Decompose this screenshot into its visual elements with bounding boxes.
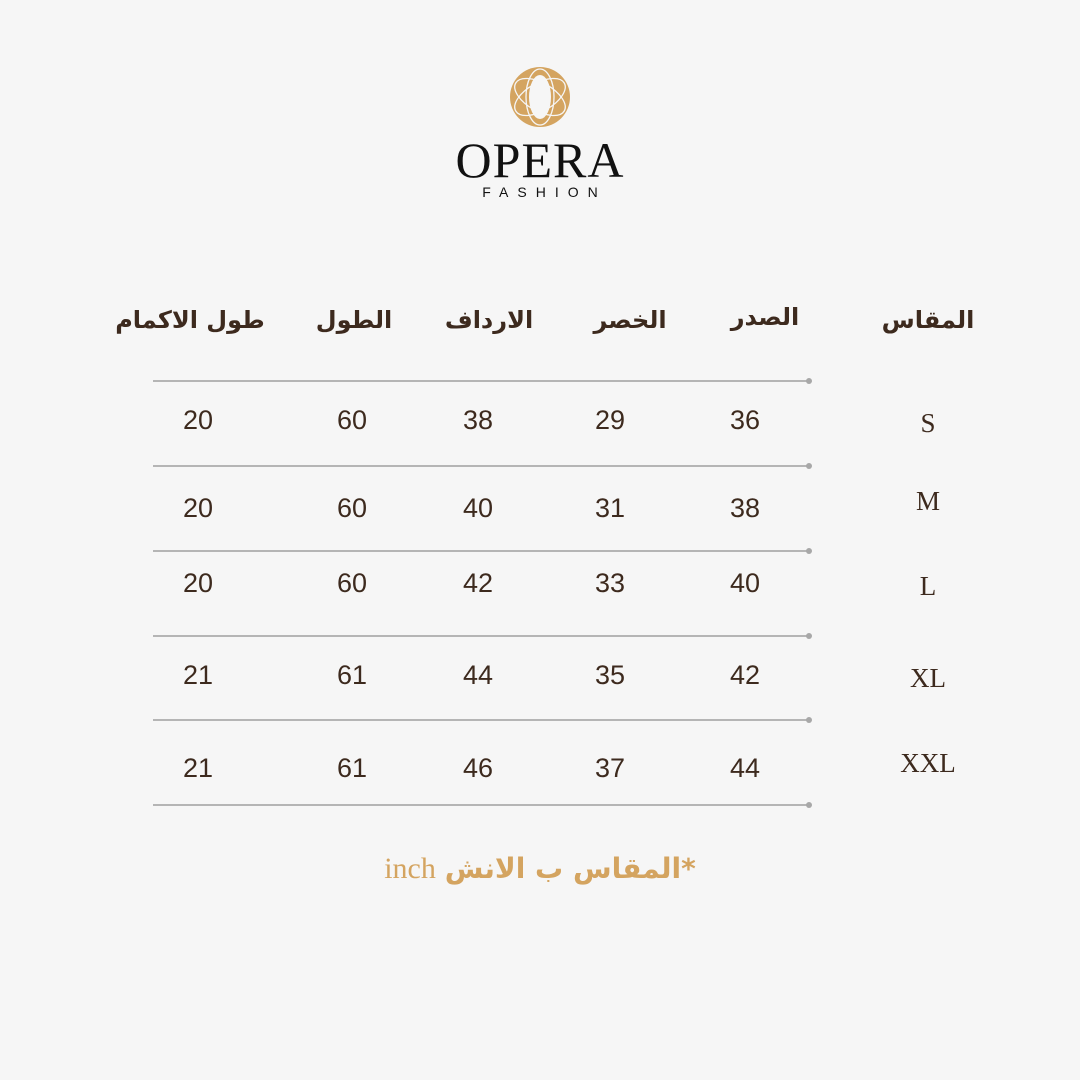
cell-size: XL: [910, 663, 946, 693]
row-divider: [153, 378, 812, 384]
row-divider: [153, 548, 812, 554]
unit-note-arabic: *المقاس ب الانش: [444, 852, 696, 885]
cell-size: M: [915, 486, 940, 516]
header-hips: الارداف: [444, 306, 534, 334]
cell-hips: 38: [462, 405, 494, 435]
cell-sleeve: 20: [182, 405, 214, 435]
cell-hips: 44: [462, 660, 494, 690]
cell-length: 60: [336, 405, 368, 435]
cell-sleeve: 21: [182, 660, 214, 690]
logo-icon: [510, 67, 570, 127]
cell-sleeve: 20: [182, 493, 214, 523]
cell-length: 61: [336, 753, 368, 783]
cell-waist: 29: [594, 405, 626, 435]
cell-length: 60: [336, 493, 368, 523]
cell-chest: 44: [729, 753, 761, 783]
cell-chest: 38: [729, 493, 761, 523]
cell-waist: 31: [594, 493, 626, 523]
cell-waist: 35: [594, 660, 626, 690]
cell-length: 60: [336, 568, 368, 598]
brand-tagline: FASHION: [482, 184, 607, 200]
cell-chest: 42: [729, 660, 761, 690]
cell-sleeve: 20: [182, 568, 214, 598]
unit-note: inch *المقاس ب الانش: [0, 852, 1080, 886]
cell-size: L: [919, 571, 937, 601]
brand-name: OPERA: [455, 132, 625, 188]
cell-hips: 40: [462, 493, 494, 523]
header-waist: الخصر: [593, 306, 667, 334]
cell-waist: 33: [594, 568, 626, 598]
cell-hips: 42: [462, 568, 494, 598]
cell-size: XXL: [900, 748, 956, 778]
row-divider: [153, 463, 812, 469]
cell-waist: 37: [594, 753, 626, 783]
row-divider: [153, 717, 812, 723]
header-size: المقاس: [881, 306, 975, 334]
cell-chest: 40: [729, 568, 761, 598]
header-chest: الصدر: [730, 303, 800, 331]
row-divider: [153, 633, 812, 639]
cell-sleeve: 21: [182, 753, 214, 783]
unit-note-english: inch: [384, 852, 436, 885]
cell-size: S: [920, 408, 936, 438]
cell-hips: 46: [462, 753, 494, 783]
header-length: الطول: [315, 306, 393, 334]
cell-chest: 36: [729, 405, 761, 435]
row-divider: [153, 802, 812, 808]
cell-length: 61: [336, 660, 368, 690]
header-sleeve: طول الاكمام: [115, 306, 265, 334]
